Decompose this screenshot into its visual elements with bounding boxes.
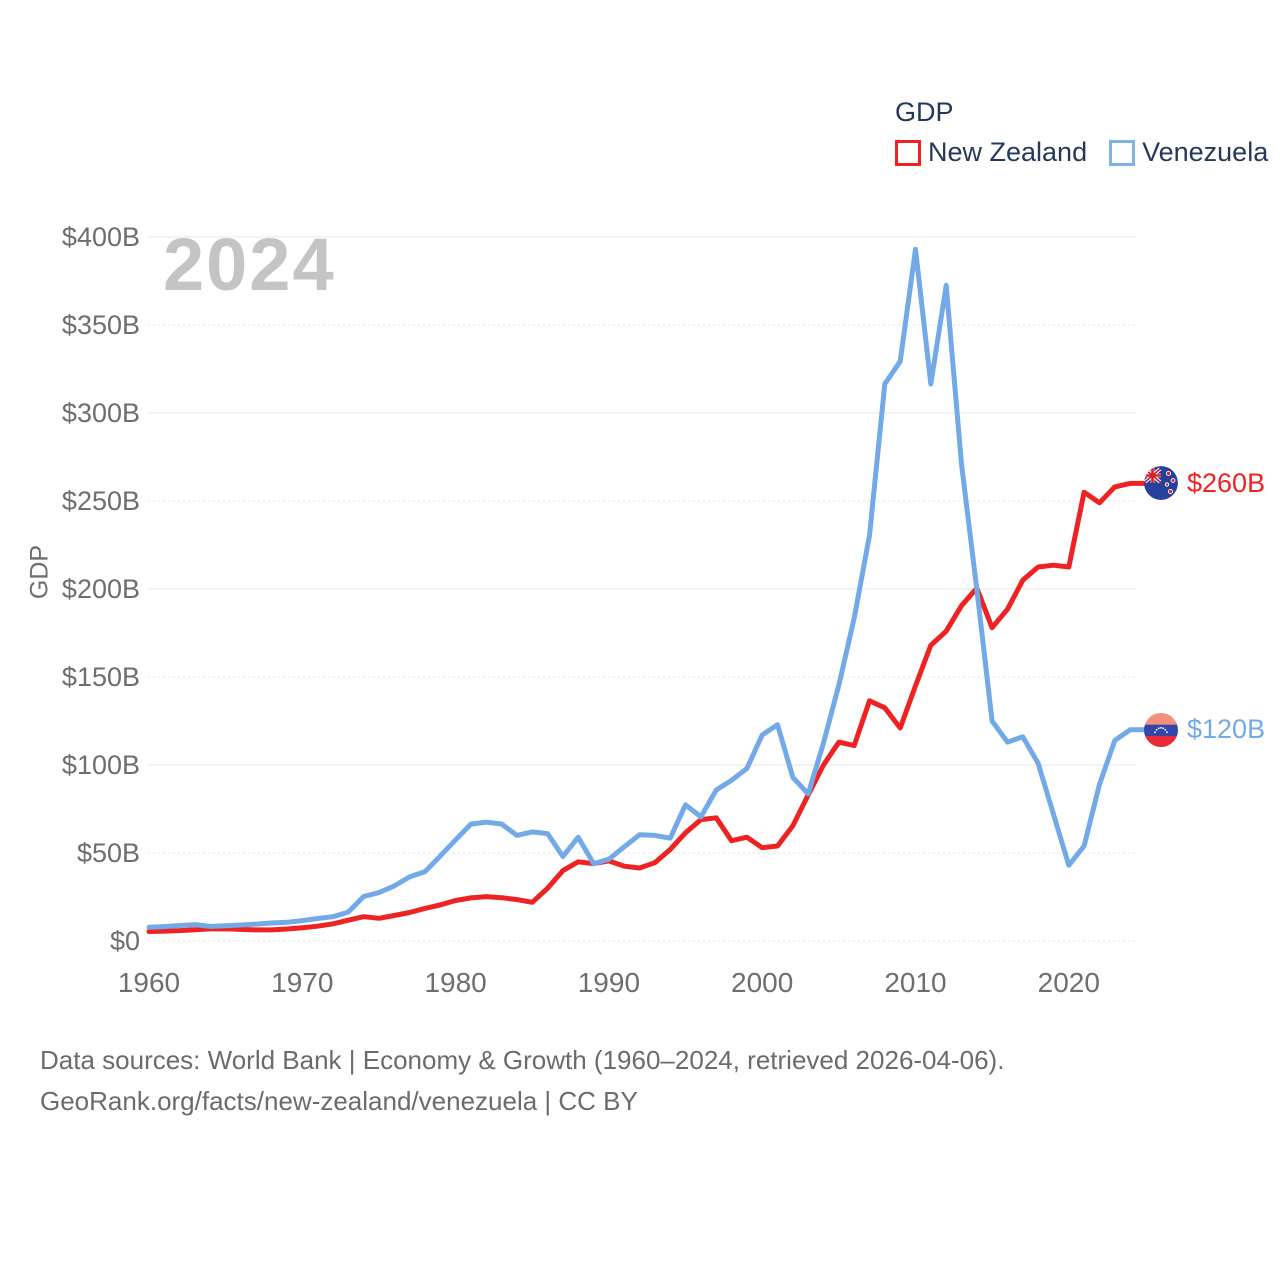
- y-tick-label: $50B: [76, 838, 140, 868]
- y-tick-label: $100B: [61, 750, 140, 780]
- legend-items: New Zealand Venezuela: [895, 137, 1268, 168]
- series-line-venezuela[interactable]: [146, 246, 1153, 930]
- data-sources-line: Data sources: World Bank | Economy & Gro…: [40, 1045, 1005, 1075]
- venezuela-swatch-icon: [1109, 139, 1136, 166]
- legend-title: GDP: [895, 97, 954, 127]
- legend-label-new-zealand: New Zealand: [928, 137, 1088, 167]
- x-tick-label: 2010: [884, 967, 947, 998]
- y-tick-label: $0: [109, 926, 140, 956]
- georank-url-line: GeoRank.org/facts/new-zealand/venezuela …: [40, 1086, 638, 1116]
- y-tick-label: $150B: [61, 662, 140, 692]
- new-zealand-swatch-icon: [895, 139, 921, 166]
- x-tick-label: 1960: [117, 967, 181, 998]
- end-value-new-zealand: $260B: [1187, 467, 1266, 498]
- year-watermark: 2024: [163, 223, 336, 306]
- venezuela-flag-icon: [1144, 712, 1178, 747]
- x-tick-label: 1990: [577, 967, 641, 998]
- y-tick-label: $350B: [61, 310, 140, 340]
- end-label-venezuela: $120B: [1144, 712, 1266, 747]
- end-label-new-zealand: $260B: [1144, 466, 1266, 501]
- legend-item-venezuela[interactable]: Venezuela: [1109, 137, 1268, 168]
- series-line-new-zealand[interactable]: [146, 480, 1153, 934]
- y-tick-label: $200B: [61, 574, 140, 604]
- x-tick-label: 1970: [271, 967, 334, 998]
- legend-label-venezuela: Venezuela: [1142, 137, 1269, 167]
- x-tick-label: 1980: [424, 967, 487, 998]
- attribution-footer: Data sources: World Bank | Economy & Gro…: [40, 1040, 1004, 1122]
- y-tick-label: $300B: [61, 398, 140, 428]
- legend-item-new-zealand[interactable]: New Zealand: [895, 137, 1087, 168]
- y-tick-label: $400B: [61, 222, 140, 252]
- chart-legend: GDP New Zealand Venezuela: [895, 95, 1268, 168]
- y-tick-label: $250B: [61, 486, 140, 516]
- new-zealand-flag-icon: [1144, 466, 1178, 501]
- x-tick-label: 2000: [731, 967, 794, 998]
- end-value-venezuela: $120B: [1187, 714, 1266, 745]
- x-tick-label: 2020: [1037, 967, 1100, 998]
